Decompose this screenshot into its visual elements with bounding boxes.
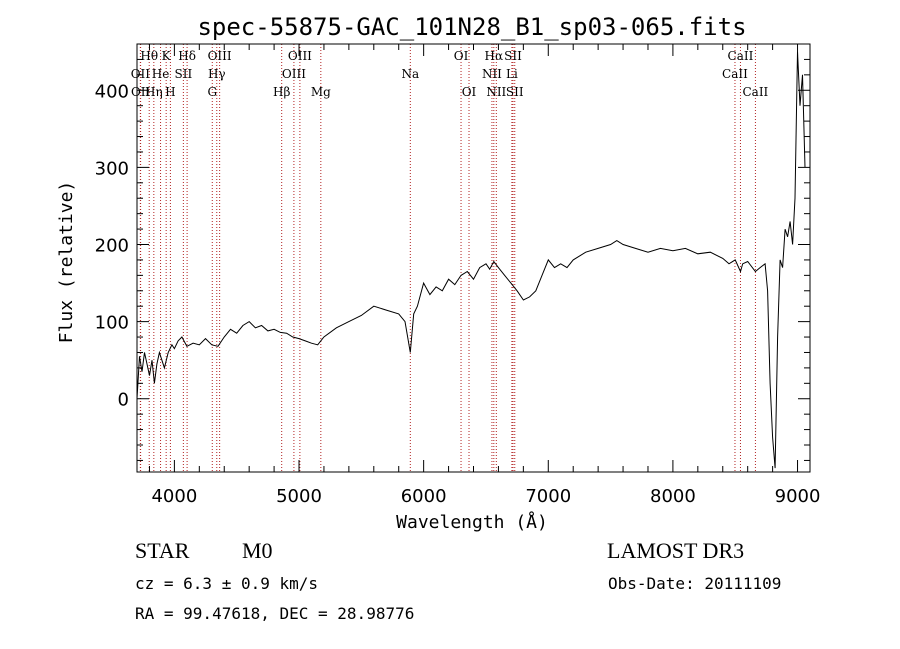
emission-line-label: NII xyxy=(486,85,506,99)
spectrum-line xyxy=(136,51,806,469)
emission-line-label: K xyxy=(162,49,172,63)
emission-line-label: OIII xyxy=(208,49,232,63)
emission-line-label: OII xyxy=(131,67,151,81)
y-tick-label: 300 xyxy=(95,158,129,179)
emission-line-label: CaII xyxy=(728,49,754,63)
emission-line-label: OIII xyxy=(288,49,312,63)
emission-line-label: Na xyxy=(401,67,419,81)
emission-line-label: SII xyxy=(504,49,522,63)
emission-line-label: Mg xyxy=(311,85,331,99)
emission-line-label: OIII xyxy=(282,67,306,81)
plot-frame xyxy=(136,43,811,473)
y-tick-label: 200 xyxy=(95,236,129,257)
emission-line-label: OI xyxy=(462,85,477,99)
object-class: STAR xyxy=(135,538,190,563)
emission-line-markers xyxy=(139,44,756,472)
spectrum-series xyxy=(136,51,806,469)
emission-line-label: SII xyxy=(175,67,193,81)
emission-line-label: OI xyxy=(454,49,469,63)
x-axis-label: Wavelength (Å) xyxy=(396,511,548,533)
y-axis: 0 100 200 300 400 xyxy=(95,58,810,461)
emission-line-label: Hα xyxy=(485,49,504,63)
object-subclass: M0 xyxy=(242,538,273,563)
emission-line-label: Hγ xyxy=(208,67,226,81)
observation-date: Obs-Date: 20111109 xyxy=(608,574,782,593)
emission-line-label: SII xyxy=(506,85,524,99)
x-tick-label: 9000 xyxy=(775,486,821,507)
x-tick-label: 7000 xyxy=(525,486,571,507)
chart-title: spec-55875-GAC_101N28_B1_sp03-065.fits xyxy=(197,13,746,41)
survey-name: LAMOST DR3 xyxy=(607,538,745,563)
emission-line-label: Hθ xyxy=(140,49,158,63)
emission-line-label: He xyxy=(152,67,170,81)
x-tick-label: 6000 xyxy=(401,486,447,507)
coordinates: RA = 99.47618, DEC = 28.98776 xyxy=(135,604,415,623)
y-tick-label: 0 xyxy=(118,390,129,411)
emission-line-label: NII xyxy=(482,67,502,81)
y-tick-label: 100 xyxy=(95,313,129,334)
emission-line-label: G xyxy=(207,85,217,99)
emission-line-label: CaII xyxy=(742,85,768,99)
x-tick-label: 8000 xyxy=(650,486,696,507)
x-axis: 4000 5000 6000 7000 8000 9000 xyxy=(148,44,821,507)
redshift-velocity: cz = 6.3 ± 0.9 km/s xyxy=(135,574,319,593)
emission-line-label: H xyxy=(165,85,175,99)
emission-line-label: Li xyxy=(506,67,518,81)
emission-line-label: OII xyxy=(131,85,151,99)
emission-line-label: CaII xyxy=(722,67,748,81)
y-tick-label: 400 xyxy=(95,81,129,102)
y-axis-label: Flux (relative) xyxy=(56,181,77,344)
x-tick-label: 4000 xyxy=(151,486,197,507)
emission-line-label: Hη xyxy=(145,85,163,99)
emission-line-label: Hδ xyxy=(178,49,196,63)
emission-line-label: Hβ xyxy=(273,85,290,99)
x-tick-label: 5000 xyxy=(276,486,322,507)
